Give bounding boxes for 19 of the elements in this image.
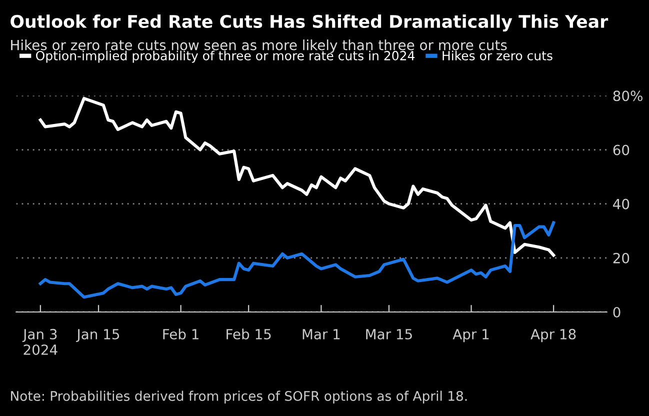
- x-tick-label: Mar 15: [366, 329, 412, 340]
- legend-label: Hikes or zero cuts: [442, 50, 552, 60]
- line-series: [38, 221, 556, 299]
- x-tick-label: Apr 1: [452, 329, 489, 342]
- y-tick-label: 0: [613, 306, 620, 318]
- y-tick-label: 20: [613, 252, 630, 264]
- line-series: [38, 96, 556, 257]
- y-tick-label: 80%: [613, 90, 642, 102]
- legend-label: Option-implied probability of three or more rate cuts in 2024: [36, 50, 415, 63]
- y-tick-label: 60: [613, 144, 630, 156]
- x-tick-label: Jan 3 2024: [22, 328, 58, 355]
- x-tick-label: Apr 18: [530, 328, 576, 342]
- x-tick-label: Mar 1: [302, 329, 340, 340]
- x-tick-label: Feb 1: [163, 328, 198, 340]
- x-tick-label: Feb 15: [226, 328, 271, 340]
- y-tick-label: 40: [613, 198, 630, 210]
- text: Note: Probabilities derived from prices of SOFR options as of April 18.: [11, 390, 467, 404]
- chart-title: Outlook for Fed Rate Cuts Has Shifted Dramatically This Year: [10, 14, 608, 32]
- x-tick-label: Jan 15: [76, 329, 120, 342]
